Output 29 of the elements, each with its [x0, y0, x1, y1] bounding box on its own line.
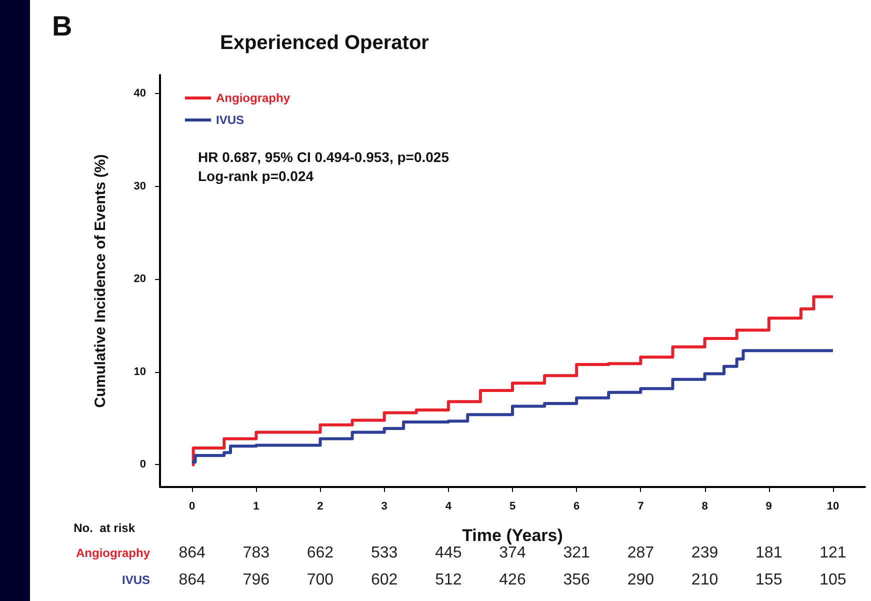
text: B — [52, 10, 72, 42]
annotation: HR 0.687, 95% CI 0.494-0.953, p=0.025 — [198, 149, 450, 165]
x-tick-label: 2 — [317, 500, 324, 512]
y-tick-label: 30 — [134, 180, 146, 192]
x-tick-label: 7 — [638, 500, 644, 512]
y-tick-label: 10 — [134, 366, 146, 378]
y-tick-label: 0 — [140, 458, 146, 471]
chart-title: Experienced Operator — [220, 32, 430, 54]
x-tick-label: 6 — [574, 500, 580, 512]
legend-label: Angiography — [216, 91, 290, 105]
x-tick-label: 10 — [826, 500, 840, 512]
x-tick-label: 0 — [188, 500, 196, 512]
y-axis-title: Cumulative Incidence of Events (%) — [92, 154, 109, 408]
text: 864 796 700 602 512 426 356 290 210 155 105 — [178, 572, 846, 588]
text: No. at risk — [74, 521, 136, 535]
legend-label: IVUS — [216, 113, 244, 127]
x-tick-label: 1 — [253, 500, 260, 512]
text: 864 783 662 533 445 374 321 287 239 181 121 — [178, 544, 846, 562]
x-axis-title: Time (Years) — [462, 526, 563, 545]
x-tick-label: 3 — [381, 500, 388, 512]
text: IVUS — [122, 573, 150, 587]
y-tick-label: 20 — [134, 273, 146, 286]
x-tick-label: 9 — [766, 500, 772, 512]
x-tick-label: 4 — [445, 500, 452, 512]
y-tick-label: 40 — [134, 88, 146, 100]
annotation: Log-rank p=0.024 — [198, 168, 314, 184]
x-tick-label: 8 — [702, 500, 708, 512]
x-tick-label: 5 — [509, 500, 516, 512]
text: Angiography — [76, 546, 150, 560]
